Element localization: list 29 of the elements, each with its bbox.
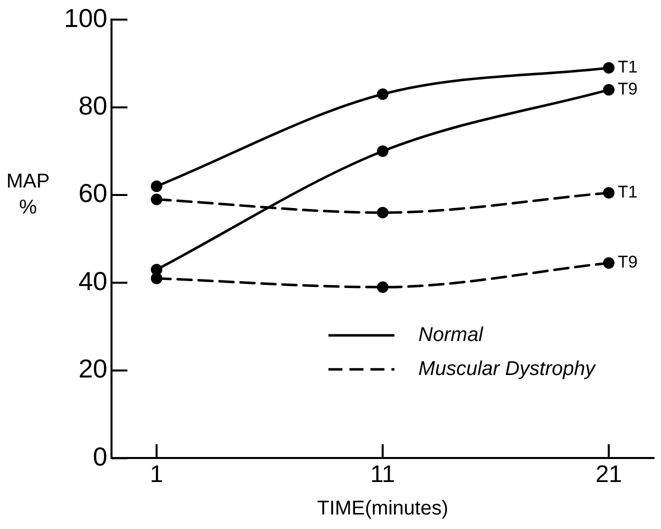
y-tick-label: 40 [78,266,108,296]
point [150,272,162,284]
point [376,145,388,157]
point [603,187,615,199]
y-tick-label: 60 [78,178,108,208]
point [603,62,615,74]
x-axis-title: TIME(minutes) [317,498,448,520]
point [150,180,162,192]
point [376,88,388,100]
y-tick-label: 80 [78,90,108,120]
y-tick-label: 100 [64,2,108,33]
x-tick-label: 21 [595,461,622,488]
series-label: T1 [618,182,638,202]
annotation: Normal [418,324,484,346]
y-axis-title: MAP % [6,170,50,219]
series-label: T1 [618,58,638,77]
point [376,281,388,293]
x-tick-label: 11 [370,461,396,488]
y-tick-label: 0 [92,441,108,472]
series-label: T9 [618,79,638,98]
series-label: T9 [618,252,638,272]
point [603,257,615,269]
point [150,194,162,206]
point [150,264,162,276]
point [376,206,388,218]
annotation: Muscular Dystrophy [418,358,596,380]
point [603,84,615,96]
x-tick-label: 1 [150,461,164,488]
y-tick-label: 20 [78,354,108,384]
